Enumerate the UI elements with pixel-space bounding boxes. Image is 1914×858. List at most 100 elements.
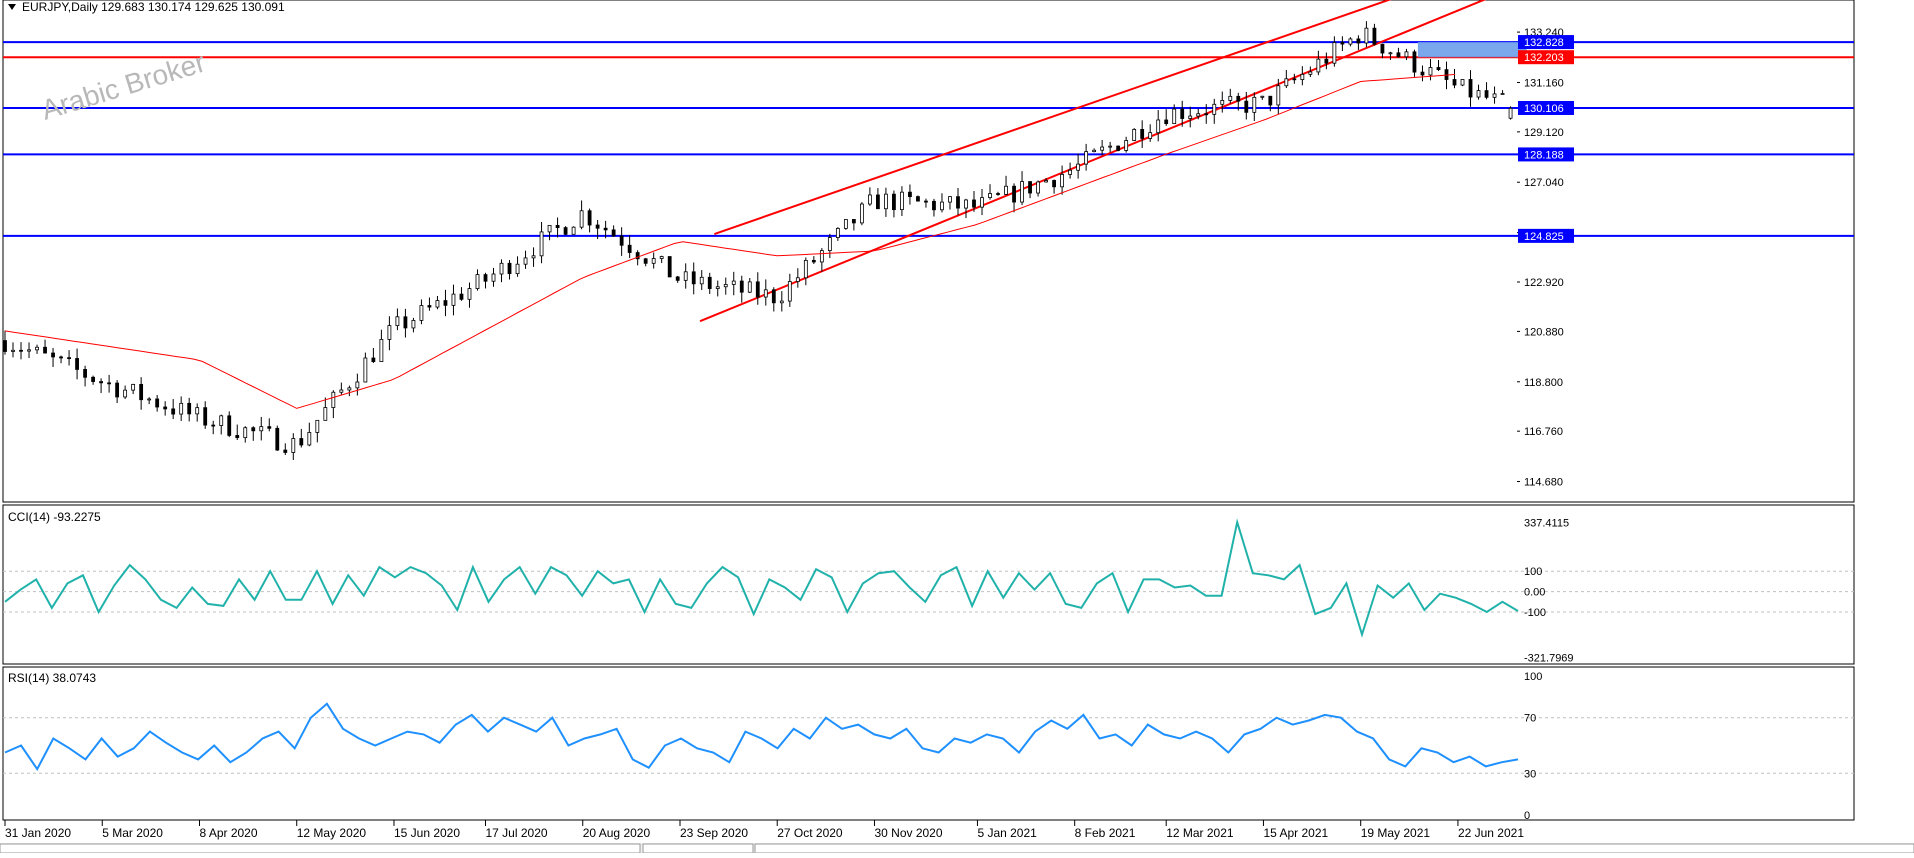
date-label: 30 Nov 2020 (874, 826, 942, 840)
candle-body (1372, 27, 1377, 45)
candle-body (611, 229, 616, 237)
candle-body (707, 276, 712, 289)
candle-body (972, 199, 976, 208)
candle-body (948, 196, 952, 203)
candle-body (1364, 27, 1369, 44)
candle-body (11, 349, 15, 352)
candle-body (579, 210, 584, 228)
candle-body (443, 300, 448, 306)
osc-tick-label: 0 (1524, 810, 1530, 822)
zone-rect[interactable] (1417, 42, 1527, 58)
candle-body (19, 349, 23, 352)
level-price-labels: 132.828 132.203 130.106 128.188 124.825 (1518, 35, 1574, 243)
candle-body (1076, 163, 1081, 171)
level-label-box (1518, 50, 1574, 65)
candles (3, 21, 1513, 460)
candle-body (1308, 71, 1313, 75)
candle-body (683, 271, 688, 281)
candle-body (507, 262, 512, 275)
triangle-down-icon[interactable] (8, 4, 16, 10)
candle-body (779, 300, 784, 304)
candle-body (43, 346, 47, 354)
candle-body (1436, 67, 1441, 71)
cci-line (4, 518, 1519, 638)
candle-body (1452, 79, 1457, 86)
candle-body (147, 398, 152, 401)
candle-body (1284, 78, 1289, 87)
candle-body (1492, 93, 1497, 98)
price-axis: 133.240131.160129.120127.040124.960122.9… (1517, 27, 1564, 489)
candle-body (1428, 67, 1433, 76)
candle-body (1180, 108, 1185, 119)
candle-body (1476, 90, 1481, 98)
candle-body (435, 300, 440, 308)
date-label: 15 Jun 2020 (394, 826, 460, 840)
candle-body (1292, 78, 1297, 81)
osc-tick-label: 100 (1524, 671, 1542, 683)
candle-body (211, 424, 216, 427)
chart-tab[interactable] (754, 843, 1914, 854)
price-tick-label: 122.920 (1524, 277, 1564, 289)
candle-body (355, 381, 360, 389)
candle-body (27, 349, 31, 352)
level-label: 128.188 (1524, 149, 1564, 161)
cci-axis: 337.4115 100 0.00 -100 -321.7969 (1524, 518, 1574, 665)
date-label: 5 Mar 2020 (102, 826, 163, 840)
candle-body (403, 316, 408, 329)
candle-body (1268, 95, 1273, 106)
candle-body (483, 274, 488, 282)
candle-body (659, 256, 664, 259)
channel-upper-line[interactable] (713, 0, 1398, 235)
candle-body (755, 281, 760, 298)
level-label-box (1518, 228, 1574, 243)
channel-lower-line[interactable] (699, 0, 1515, 323)
candle-body (1156, 119, 1161, 134)
candle-body (956, 196, 960, 209)
candle-body (291, 438, 296, 453)
candle-body (1276, 85, 1281, 106)
candle-body (1380, 43, 1385, 54)
candle-body (916, 196, 920, 202)
candle-body (91, 376, 95, 382)
candle-body (131, 383, 136, 391)
candle-body (1020, 181, 1024, 203)
candle-body (988, 193, 992, 199)
candle-body (1260, 95, 1265, 98)
candle-body (667, 256, 672, 278)
candle-body (1508, 107, 1513, 119)
candle-body (395, 316, 400, 327)
candle-body (115, 382, 120, 398)
candle-body (996, 193, 1000, 195)
candle-body (1316, 58, 1321, 73)
rsi-panel-frame (2, 666, 1855, 821)
candle-body (139, 383, 144, 401)
candle-body (1132, 129, 1137, 141)
candle-body (876, 194, 880, 210)
osc-tick-label: 30 (1524, 768, 1536, 780)
candle-body (347, 387, 352, 391)
price-tick-label: 127.040 (1524, 177, 1564, 189)
osc-tick-label: 337.4115 (1524, 518, 1569, 530)
candle-body (795, 277, 800, 282)
candle-body (411, 320, 416, 329)
candle-body (531, 255, 536, 259)
candle-body (851, 219, 856, 224)
candle-body (59, 356, 63, 359)
date-label: 27 Oct 2020 (777, 826, 843, 840)
chart-tab[interactable] (0, 843, 641, 854)
candle-body (267, 426, 272, 429)
price-tick-label: 120.880 (1524, 326, 1564, 338)
candle-body (980, 197, 984, 208)
candle-body (1324, 58, 1329, 64)
candle-body (1220, 100, 1225, 105)
candle-body (251, 427, 256, 432)
candle-body (307, 432, 312, 446)
candle-body (83, 369, 87, 378)
tab-strip (0, 843, 1914, 854)
chart-tab[interactable] (642, 843, 754, 854)
candle-body (803, 259, 808, 279)
candle-body (451, 293, 456, 306)
candle-body (1060, 173, 1064, 188)
price-tick-label: 118.800 (1524, 377, 1563, 389)
